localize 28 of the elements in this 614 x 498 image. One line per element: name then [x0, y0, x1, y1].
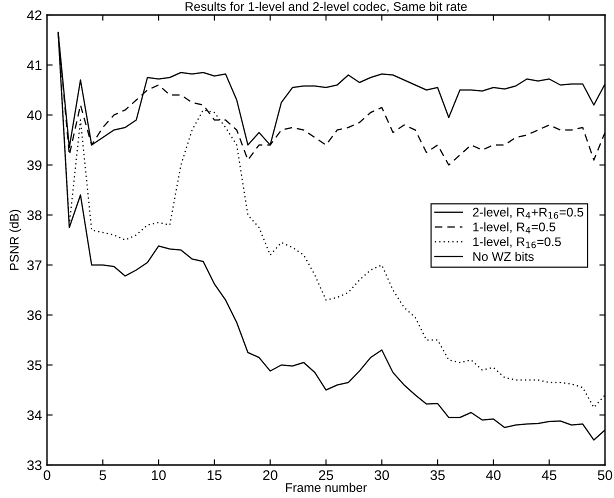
y-tick-label: 37: [27, 260, 42, 270]
x-tick-label: 20: [263, 470, 278, 480]
x-tick-label: 15: [208, 470, 222, 480]
y-tick-label: 35: [27, 360, 42, 370]
x-tick-label: 45: [542, 470, 556, 480]
legend-label: 1-level, R$_{4}$=0.5: [473, 222, 556, 234]
x-tick-label: 50: [598, 470, 612, 480]
y-tick-label: 33: [27, 460, 42, 470]
chart-title: Results for 1-level and 2-level codec, Same bit rate: [186, 2, 467, 12]
legend-label: 1-level, R$_{16}$=0.5: [473, 236, 561, 248]
x-tick-label: 35: [430, 470, 445, 480]
y-tick-label: 36: [27, 310, 42, 320]
x-tick-label: 25: [318, 470, 334, 480]
y-tick-label: 40: [27, 110, 42, 120]
y-tick-label: 38: [27, 210, 42, 220]
x-tick-label: 10: [152, 470, 166, 480]
x-tick-label: 40: [486, 470, 501, 480]
legend-label: 2-level, R$_{4}$+R$_{16}$=0.5: [472, 207, 584, 219]
y-tick-label: 42: [27, 10, 42, 20]
x-tick-label: 5: [99, 470, 106, 480]
y-tick-label: 41: [27, 60, 42, 70]
legend-label: No WZ bits: [473, 252, 534, 262]
x-tick-label: 0: [44, 470, 50, 480]
x-axis-title: Frame number: [286, 482, 367, 492]
y-tick-label: 34: [27, 410, 42, 420]
x-tick-label: 30: [374, 470, 389, 480]
y-axis-title: PSNR (dB): [9, 210, 22, 270]
y-tick-label: 39: [27, 160, 42, 170]
